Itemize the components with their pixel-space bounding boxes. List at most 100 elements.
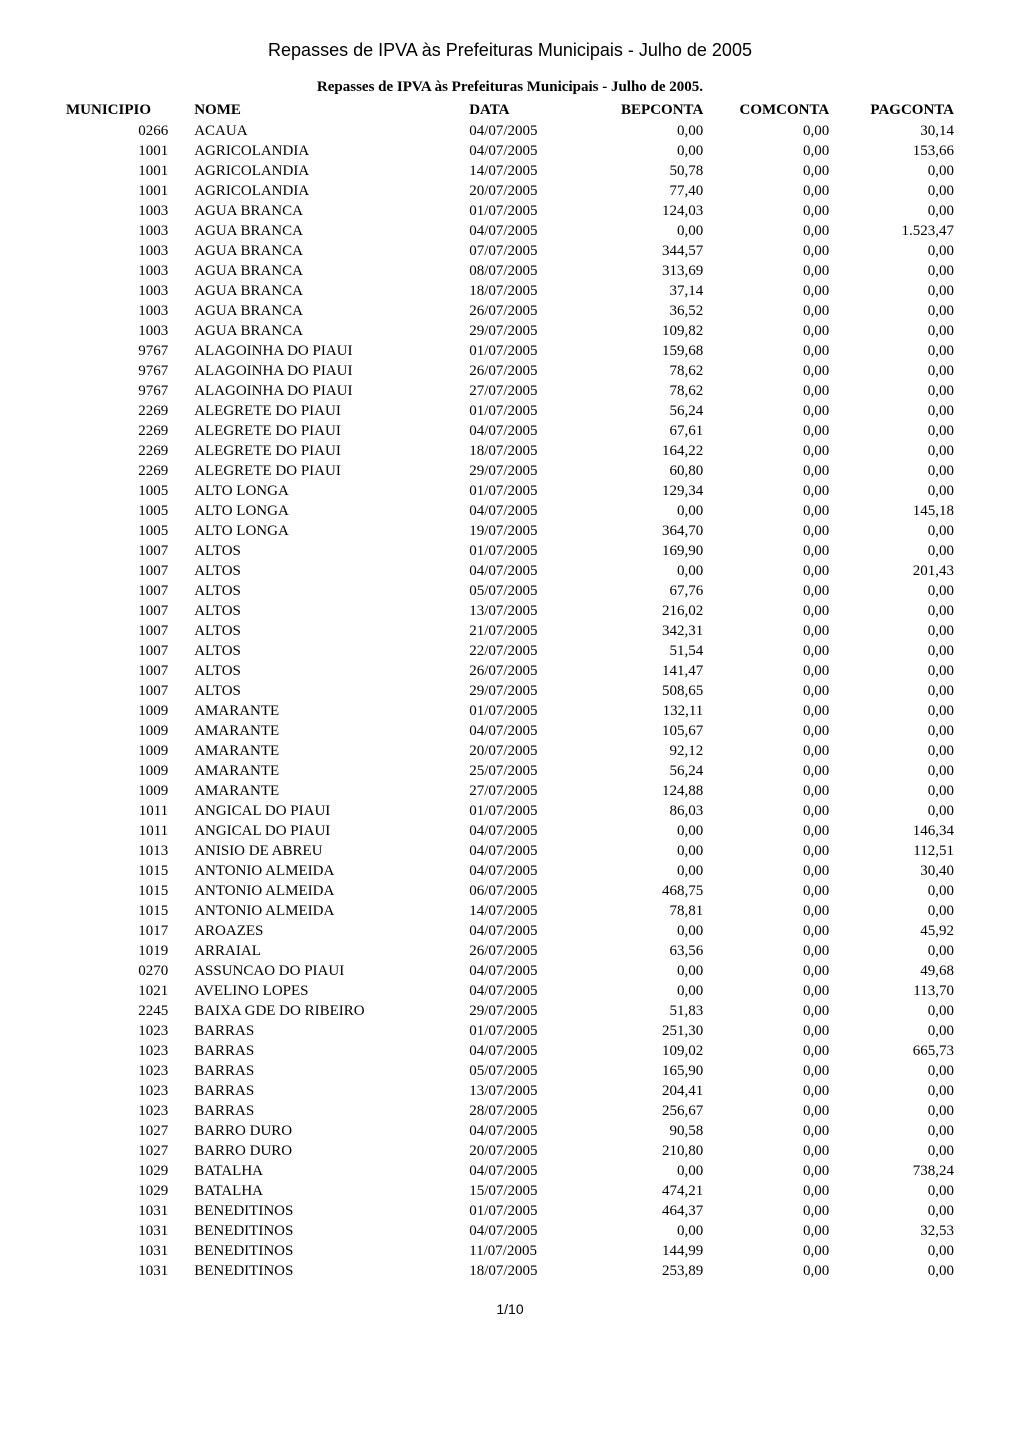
cell-data: 13/07/2005	[463, 601, 585, 621]
header-municipio: MUNICIPIO	[60, 100, 188, 121]
table-row: 1023BARRAS05/07/2005165,900,000,00	[60, 1061, 960, 1081]
cell-comconta: 0,00	[709, 761, 835, 781]
cell-municipio: 1023	[60, 1021, 188, 1041]
table-row: 2269ALEGRETE DO PIAUI29/07/200560,800,00…	[60, 461, 960, 481]
cell-nome: AMARANTE	[188, 781, 463, 801]
cell-bepconta: 51,54	[585, 641, 709, 661]
cell-comconta: 0,00	[709, 381, 835, 401]
cell-nome: ALTO LONGA	[188, 481, 463, 501]
cell-pagconta: 0,00	[835, 1241, 960, 1261]
cell-data: 20/07/2005	[463, 741, 585, 761]
table-row: 1017AROAZES04/07/20050,000,0045,92	[60, 921, 960, 941]
cell-municipio: 1003	[60, 261, 188, 281]
cell-pagconta: 145,18	[835, 501, 960, 521]
cell-municipio: 9767	[60, 361, 188, 381]
table-row: 1013ANISIO DE ABREU04/07/20050,000,00112…	[60, 841, 960, 861]
cell-comconta: 0,00	[709, 361, 835, 381]
cell-nome: ALEGRETE DO PIAUI	[188, 441, 463, 461]
cell-municipio: 1009	[60, 761, 188, 781]
cell-data: 05/07/2005	[463, 1061, 585, 1081]
cell-municipio: 1019	[60, 941, 188, 961]
table-row: 9767ALAGOINHA DO PIAUI01/07/2005159,680,…	[60, 341, 960, 361]
cell-pagconta: 45,92	[835, 921, 960, 941]
cell-data: 04/07/2005	[463, 1161, 585, 1181]
table-row: 1003AGUA BRANCA18/07/200537,140,000,00	[60, 281, 960, 301]
cell-municipio: 1011	[60, 821, 188, 841]
cell-pagconta: 0,00	[835, 281, 960, 301]
cell-pagconta: 0,00	[835, 761, 960, 781]
cell-bepconta: 0,00	[585, 961, 709, 981]
cell-nome: BARRAS	[188, 1081, 463, 1101]
cell-pagconta: 0,00	[835, 381, 960, 401]
cell-bepconta: 60,80	[585, 461, 709, 481]
cell-comconta: 0,00	[709, 401, 835, 421]
cell-comconta: 0,00	[709, 241, 835, 261]
table-row: 1009AMARANTE01/07/2005132,110,000,00	[60, 701, 960, 721]
cell-municipio: 2269	[60, 421, 188, 441]
cell-municipio: 2269	[60, 461, 188, 481]
cell-municipio: 1005	[60, 521, 188, 541]
cell-bepconta: 105,67	[585, 721, 709, 741]
cell-comconta: 0,00	[709, 1061, 835, 1081]
cell-data: 18/07/2005	[463, 281, 585, 301]
table-row: 1031BENEDITINOS01/07/2005464,370,000,00	[60, 1201, 960, 1221]
cell-pagconta: 0,00	[835, 301, 960, 321]
table-row: 1027BARRO DURO20/07/2005210,800,000,00	[60, 1141, 960, 1161]
cell-comconta: 0,00	[709, 1081, 835, 1101]
cell-pagconta: 0,00	[835, 241, 960, 261]
page-container: Repasses de IPVA às Prefeituras Municipa…	[0, 0, 1020, 1347]
cell-pagconta: 0,00	[835, 581, 960, 601]
cell-pagconta: 0,00	[835, 941, 960, 961]
cell-bepconta: 474,21	[585, 1181, 709, 1201]
table-row: 1027BARRO DURO04/07/200590,580,000,00	[60, 1121, 960, 1141]
table-row: 1023BARRAS13/07/2005204,410,000,00	[60, 1081, 960, 1101]
cell-nome: ALTOS	[188, 641, 463, 661]
cell-bepconta: 0,00	[585, 921, 709, 941]
table-row: 9767ALAGOINHA DO PIAUI27/07/200578,620,0…	[60, 381, 960, 401]
cell-municipio: 1007	[60, 681, 188, 701]
cell-data: 04/07/2005	[463, 561, 585, 581]
cell-comconta: 0,00	[709, 1201, 835, 1221]
cell-data: 27/07/2005	[463, 781, 585, 801]
header-comconta: COMCONTA	[709, 100, 835, 121]
table-header: MUNICIPIO NOME DATA BEPCONTA COMCONTA PA…	[60, 100, 960, 121]
table-row: 1007ALTOS22/07/200551,540,000,00	[60, 641, 960, 661]
cell-data: 26/07/2005	[463, 361, 585, 381]
cell-nome: ALAGOINHA DO PIAUI	[188, 341, 463, 361]
table-row: 2269ALEGRETE DO PIAUI01/07/200556,240,00…	[60, 401, 960, 421]
cell-municipio: 1013	[60, 841, 188, 861]
cell-pagconta: 30,40	[835, 861, 960, 881]
cell-pagconta: 0,00	[835, 1201, 960, 1221]
cell-nome: AGUA BRANCA	[188, 281, 463, 301]
cell-data: 18/07/2005	[463, 441, 585, 461]
cell-nome: ALTO LONGA	[188, 521, 463, 541]
cell-comconta: 0,00	[709, 421, 835, 441]
cell-nome: AGUA BRANCA	[188, 201, 463, 221]
cell-pagconta: 0,00	[835, 1101, 960, 1121]
cell-municipio: 1007	[60, 621, 188, 641]
cell-bepconta: 0,00	[585, 141, 709, 161]
table-row: 0270ASSUNCAO DO PIAUI04/07/20050,000,004…	[60, 961, 960, 981]
cell-bepconta: 90,58	[585, 1121, 709, 1141]
table-row: 9767ALAGOINHA DO PIAUI26/07/200578,620,0…	[60, 361, 960, 381]
cell-municipio: 1011	[60, 801, 188, 821]
table-row: 1007ALTOS26/07/2005141,470,000,00	[60, 661, 960, 681]
cell-municipio: 1009	[60, 721, 188, 741]
cell-pagconta: 0,00	[835, 181, 960, 201]
cell-bepconta: 56,24	[585, 761, 709, 781]
cell-bepconta: 464,37	[585, 1201, 709, 1221]
cell-bepconta: 164,22	[585, 441, 709, 461]
cell-data: 04/07/2005	[463, 421, 585, 441]
cell-nome: ASSUNCAO DO PIAUI	[188, 961, 463, 981]
cell-pagconta: 0,00	[835, 1081, 960, 1101]
cell-comconta: 0,00	[709, 821, 835, 841]
cell-bepconta: 0,00	[585, 121, 709, 141]
cell-bepconta: 67,76	[585, 581, 709, 601]
table-row: 1005ALTO LONGA04/07/20050,000,00145,18	[60, 501, 960, 521]
table-row: 1009AMARANTE27/07/2005124,880,000,00	[60, 781, 960, 801]
cell-bepconta: 77,40	[585, 181, 709, 201]
cell-bepconta: 508,65	[585, 681, 709, 701]
table-row: 1023BARRAS04/07/2005109,020,00665,73	[60, 1041, 960, 1061]
cell-comconta: 0,00	[709, 1121, 835, 1141]
cell-comconta: 0,00	[709, 1021, 835, 1041]
